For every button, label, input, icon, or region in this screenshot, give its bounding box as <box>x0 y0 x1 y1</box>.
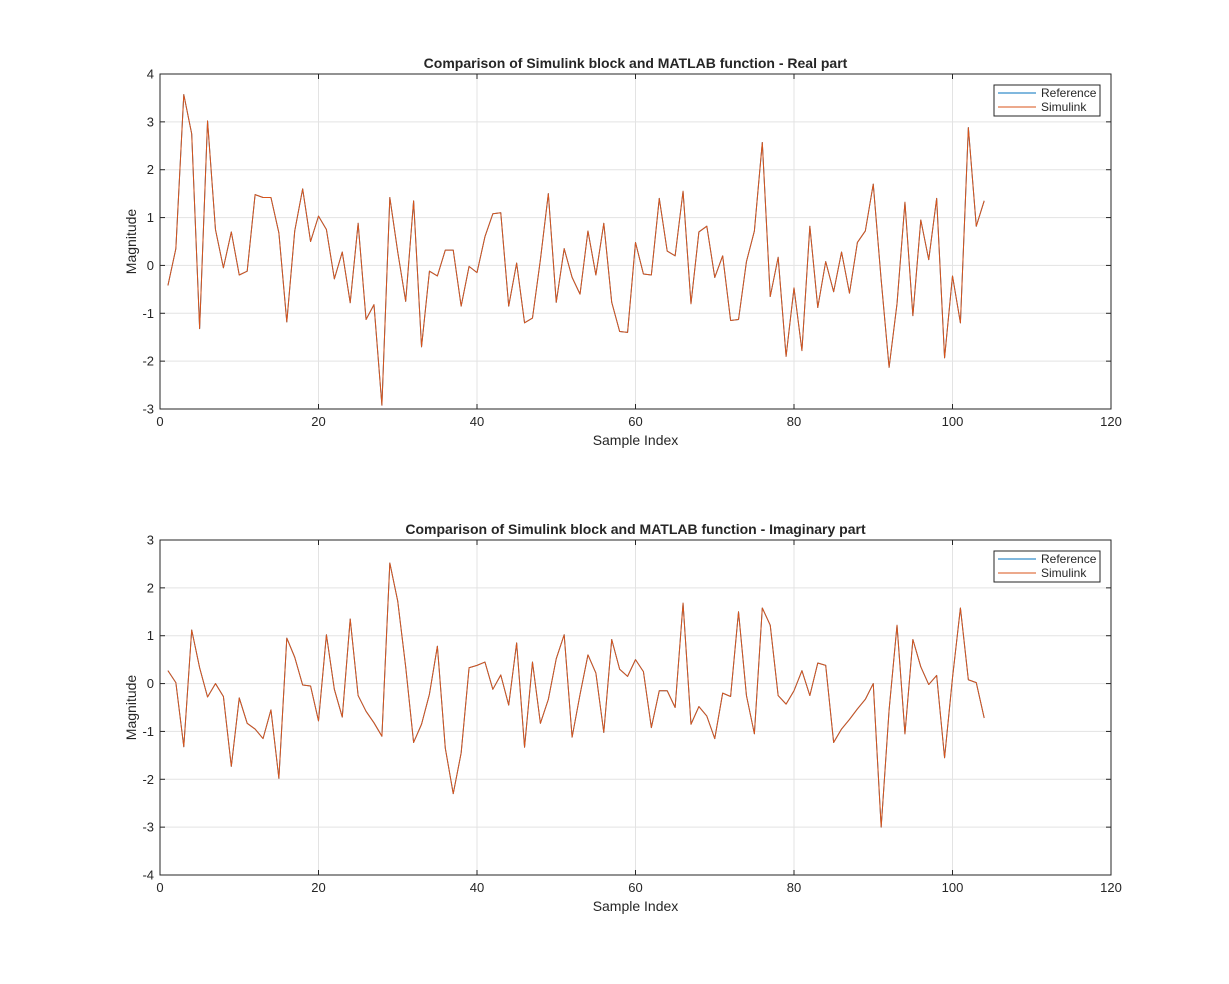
y-tick-label: -2 <box>142 354 154 369</box>
series-line-simulink-real <box>167 94 985 406</box>
y-tick-label: 1 <box>147 210 154 225</box>
x-tick-label: 40 <box>470 880 484 895</box>
x-tick-label: 20 <box>311 414 325 429</box>
y-tick-label: 2 <box>147 162 154 177</box>
x-axis-label-imaginary: Sample Index <box>593 898 679 914</box>
chart-title-real: Comparison of Simulink block and MATLAB … <box>424 55 848 71</box>
x-tick-label: 100 <box>942 414 964 429</box>
y-tick-label: 0 <box>147 676 154 691</box>
x-tick-label: 80 <box>787 414 801 429</box>
chart-title-imaginary: Comparison of Simulink block and MATLAB … <box>405 521 866 537</box>
ticks-imaginary: 0 20 40 60 80 100 120 -4 -3 -2 -1 0 1 2 3 <box>142 533 1121 896</box>
y-tick-label: 2 <box>147 580 154 595</box>
y-tick-label: -4 <box>142 868 154 883</box>
x-tick-label: 80 <box>787 880 801 895</box>
legend-label-simulink-real: Simulink <box>1041 100 1087 114</box>
y-axis-label-imaginary: Magnitude <box>123 675 139 741</box>
legend-label-reference-imaginary: Reference <box>1041 552 1097 566</box>
x-tick-label: 100 <box>942 880 964 895</box>
series-real <box>167 94 985 406</box>
subplot-real: 0 20 40 60 80 100 120 -3 -2 -1 0 1 2 3 4 Comparison of… <box>123 55 1122 448</box>
legend-box-imaginary <box>993 550 1101 583</box>
x-tick-label: 0 <box>156 414 163 429</box>
y-tick-label: 1 <box>147 628 154 643</box>
y-tick-label: -2 <box>142 772 154 787</box>
grid-real <box>160 74 1111 409</box>
legend-box-real <box>993 84 1101 117</box>
legend-real: Reference Simulink <box>993 84 1101 117</box>
y-tick-label: 3 <box>147 114 154 129</box>
x-tick-label: 40 <box>470 414 484 429</box>
ticks-real: 0 20 40 60 80 100 120 -3 -2 -1 0 1 2 3 4 <box>142 67 1121 430</box>
legend-label-reference-real: Reference <box>1041 86 1097 100</box>
subplot-imaginary: 0 20 40 60 80 100 120 -4 -3 -2 -1 0 1 2 3 Comparison o… <box>123 521 1122 914</box>
x-tick-label: 20 <box>311 880 325 895</box>
x-tick-label: 120 <box>1100 880 1122 895</box>
y-tick-label: 3 <box>147 533 154 548</box>
x-tick-label: 120 <box>1100 414 1122 429</box>
y-tick-label: -1 <box>142 724 154 739</box>
y-axis-label-real: Magnitude <box>123 209 139 275</box>
legend-label-simulink-imaginary: Simulink <box>1041 566 1087 580</box>
y-tick-label: 4 <box>147 67 154 82</box>
y-tick-label: -3 <box>142 820 154 835</box>
y-tick-label: -3 <box>142 402 154 417</box>
grid-imaginary <box>160 540 1111 875</box>
series-imaginary <box>167 562 985 828</box>
legend-imaginary: Reference Simulink <box>993 550 1101 583</box>
series-line-simulink-imaginary <box>167 562 985 828</box>
y-tick-label: 0 <box>147 258 154 273</box>
x-tick-label: 0 <box>156 880 163 895</box>
x-axis-label-real: Sample Index <box>593 432 679 448</box>
x-tick-label: 60 <box>628 880 642 895</box>
y-tick-label: -1 <box>142 306 154 321</box>
x-tick-label: 60 <box>628 414 642 429</box>
